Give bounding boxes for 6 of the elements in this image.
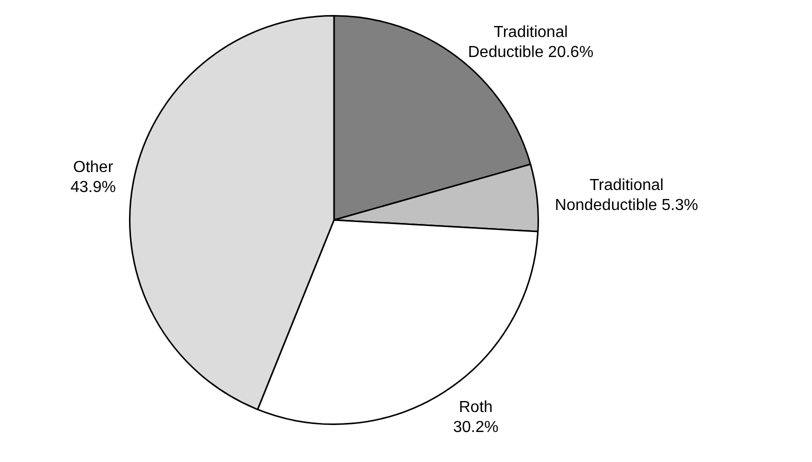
slice-label: Traditional Deductible 20.6% [468, 24, 594, 62]
slice-label: Traditional Nondeductible 5.3% [554, 177, 698, 214]
slice-label: Roth [458, 399, 493, 416]
data-label: 30.2% [453, 419, 498, 436]
data-label: 43.9% [70, 179, 116, 196]
slice-label: Other [73, 159, 114, 176]
